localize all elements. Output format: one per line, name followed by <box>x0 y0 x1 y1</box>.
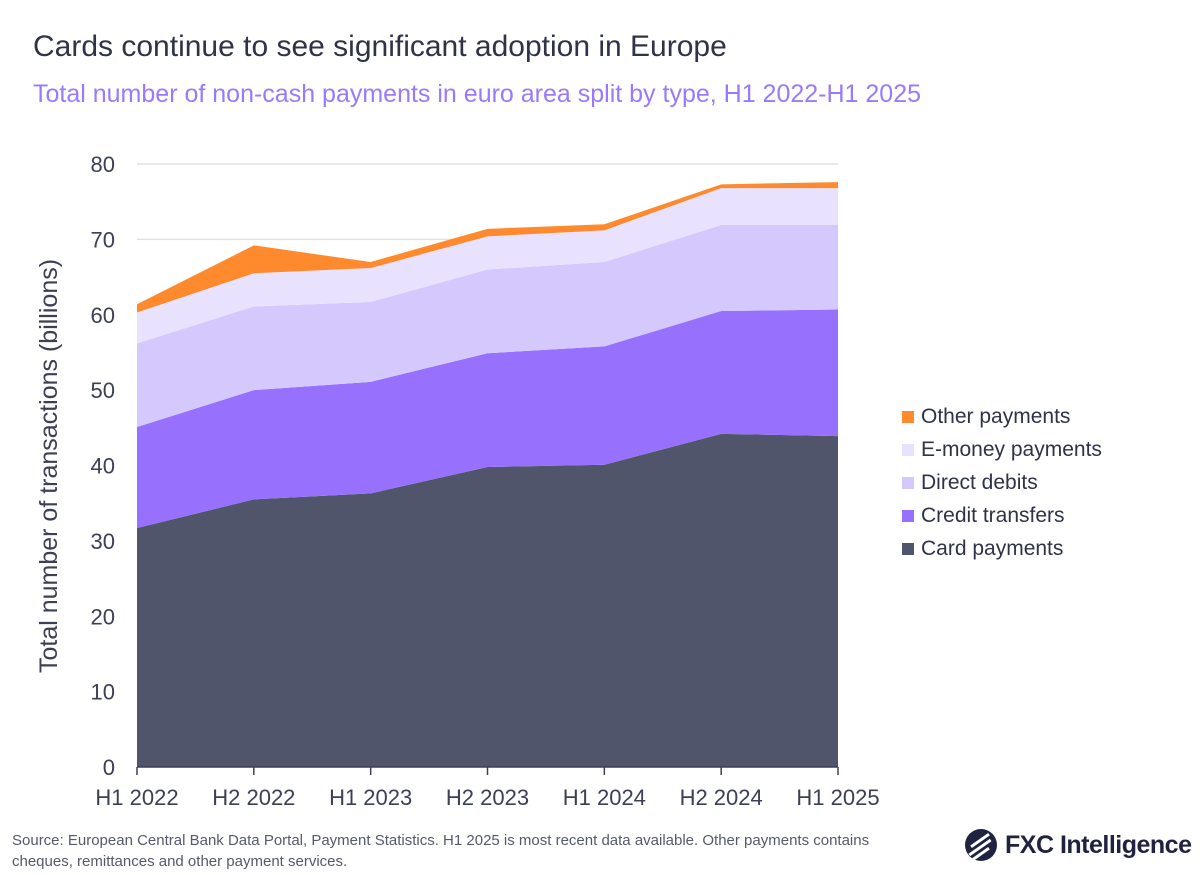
legend: Other payments E-money payments Direct deb… <box>902 400 1102 565</box>
legend-swatch <box>902 410 914 423</box>
area-direct-debits <box>137 225 838 428</box>
y-tick-label: 30 <box>91 529 115 554</box>
logo-text: FXC Intelligence <box>1005 830 1192 859</box>
y-tick-label: 70 <box>91 227 115 252</box>
chart-title: Cards continue to see significant adopti… <box>33 30 727 63</box>
x-tick-label: H1 2024 <box>563 785 646 810</box>
legend-label: Card payments <box>921 536 1064 560</box>
x-tick-label: H2 2023 <box>446 785 529 810</box>
y-tick-label: 60 <box>91 303 115 328</box>
area-credit-transfers <box>137 309 838 529</box>
y-tick-label: 0 <box>103 755 115 780</box>
legend-swatch <box>902 443 914 456</box>
y-tick-label: 20 <box>91 604 115 629</box>
area-e-money-payments <box>137 188 838 344</box>
fxc-logo: FXC Intelligence <box>965 829 1192 861</box>
legend-swatch <box>902 509 914 522</box>
y-tick-label: 40 <box>91 454 115 479</box>
source-note: Source: European Central Bank Data Porta… <box>12 832 870 870</box>
x-tick-label: H1 2025 <box>796 785 879 810</box>
legend-swatch <box>902 542 914 555</box>
legend-label: Direct debits <box>921 470 1038 494</box>
legend-label: Credit transfers <box>921 503 1065 527</box>
legend-item: Direct debits <box>902 466 1102 499</box>
legend-item: Credit transfers <box>902 499 1102 532</box>
legend-swatch <box>902 476 914 489</box>
y-tick-label: 10 <box>91 680 115 705</box>
logo-mark-icon <box>965 829 997 861</box>
legend-item: Card payments <box>902 532 1102 565</box>
x-tick-label: H2 2022 <box>212 785 295 810</box>
y-tick-label: 50 <box>91 378 115 403</box>
area-card-payments <box>137 433 838 767</box>
y-tick-label: 80 <box>91 152 115 177</box>
legend-item: E-money payments <box>902 433 1102 466</box>
chart-subtitle: Total number of non-cash payments in eur… <box>33 80 922 108</box>
y-axis-label: Total number of transactions (billions) <box>35 259 63 673</box>
legend-item: Other payments <box>902 400 1102 433</box>
x-tick-label: H2 2024 <box>680 785 763 810</box>
x-tick-label: H1 2022 <box>95 785 178 810</box>
legend-label: E-money payments <box>921 437 1102 461</box>
x-tick-label: H1 2023 <box>329 785 412 810</box>
legend-label: Other payments <box>921 404 1071 428</box>
